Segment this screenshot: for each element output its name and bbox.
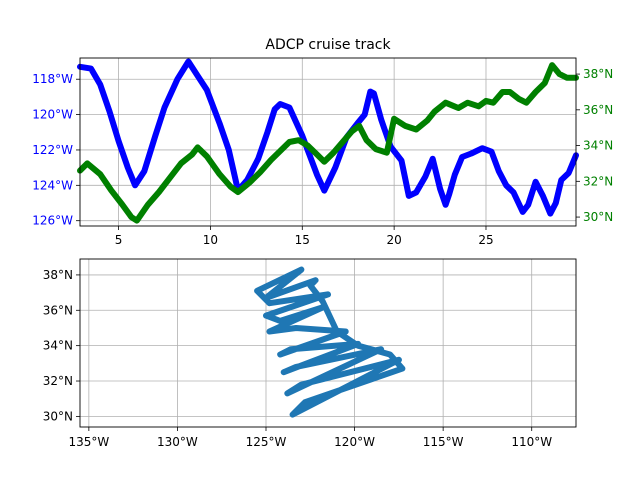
top-x-tick-label: 15 [295, 233, 310, 247]
left-tick-label: 120°W [32, 108, 73, 122]
left-tick-label: 124°W [32, 178, 73, 192]
bottom-x-tick-label: 130°W [157, 435, 198, 449]
bottom-y-tick-label: 32°N [43, 374, 73, 388]
top-x-axis: 5 10 15 20 25 [115, 226, 494, 247]
bottom-x-tick-label: 135°W [68, 435, 109, 449]
left-tick-label: 126°W [32, 214, 73, 228]
left-tick-label: 122°W [32, 143, 73, 157]
top-x-tick-label: 25 [478, 233, 493, 247]
top-x-tick-label: 10 [203, 233, 218, 247]
right-tick-label: 32°N [583, 174, 613, 188]
bottom-track [254, 266, 406, 418]
bottom-y-axis: 30°N 32°N 34°N 36°N 38°N [43, 268, 80, 423]
right-tick-label: 36°N [583, 103, 613, 117]
top-x-tick-label: 20 [386, 233, 401, 247]
right-tick-label: 30°N [583, 210, 613, 224]
right-tick-label: 34°N [583, 139, 613, 153]
top-series [77, 58, 579, 224]
bottom-x-tick-label: 120°W [334, 435, 375, 449]
top-right-axis: 30°N 32°N 34°N 36°N 38°N [576, 67, 613, 224]
top-left-axis: 118°W 120°W 122°W 124°W 126°W [32, 72, 80, 228]
series-line-0 [77, 58, 579, 217]
top-plot-frame [79, 57, 577, 227]
right-tick-label: 38°N [583, 67, 613, 81]
bottom-y-tick-label: 38°N [43, 268, 73, 282]
cruise-track-line [254, 266, 406, 418]
bottom-x-tick-label: 110°W [511, 435, 552, 449]
bottom-y-tick-label: 34°N [43, 339, 73, 353]
bottom-plot-frame [79, 258, 577, 428]
left-tick-label: 118°W [32, 72, 73, 86]
chart-title: ADCP cruise track [265, 37, 391, 53]
top-x-tick-label: 5 [115, 233, 123, 247]
bottom-y-tick-label: 30°N [43, 409, 73, 423]
bottom-x-axis: 135°W 130°W 125°W 120°W 115°W 110°W [68, 427, 552, 449]
series-line-1 [77, 62, 579, 224]
bottom-x-tick-label: 125°W [246, 435, 287, 449]
bottom-y-tick-label: 36°N [43, 303, 73, 317]
bottom-x-tick-label: 115°W [423, 435, 464, 449]
bottom-grid [80, 259, 576, 427]
